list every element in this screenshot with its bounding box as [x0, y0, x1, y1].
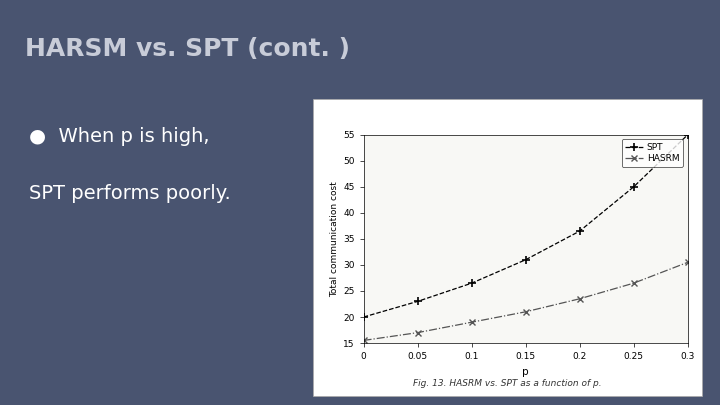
Line: HASRM: HASRM [360, 259, 691, 344]
X-axis label: p: p [522, 367, 529, 377]
HASRM [521, 309, 530, 314]
SPT [467, 281, 476, 286]
Text: Fig. 13. HASRM vs. SPT as a function of p.: Fig. 13. HASRM vs. SPT as a function of … [413, 379, 602, 388]
SPT [629, 185, 638, 190]
HASRM [683, 260, 692, 265]
SPT [359, 315, 368, 320]
HASRM [575, 296, 584, 301]
Text: SPT performs poorly.: SPT performs poorly. [29, 184, 230, 203]
SPT [521, 257, 530, 262]
Y-axis label: Total communication cost: Total communication cost [330, 181, 339, 297]
SPT [413, 299, 422, 304]
HASRM [467, 320, 476, 325]
Legend: SPT, HASRM: SPT, HASRM [621, 139, 683, 167]
SPT [683, 132, 692, 137]
Text: HARSM vs. SPT (cont. ): HARSM vs. SPT (cont. ) [25, 37, 350, 61]
Text: ●  When p is high,: ● When p is high, [29, 127, 210, 146]
SPT [575, 229, 584, 234]
HASRM [413, 330, 422, 335]
HASRM [359, 338, 368, 343]
Line: SPT: SPT [359, 131, 692, 321]
HASRM [629, 281, 638, 286]
Bar [313, 98, 702, 396]
